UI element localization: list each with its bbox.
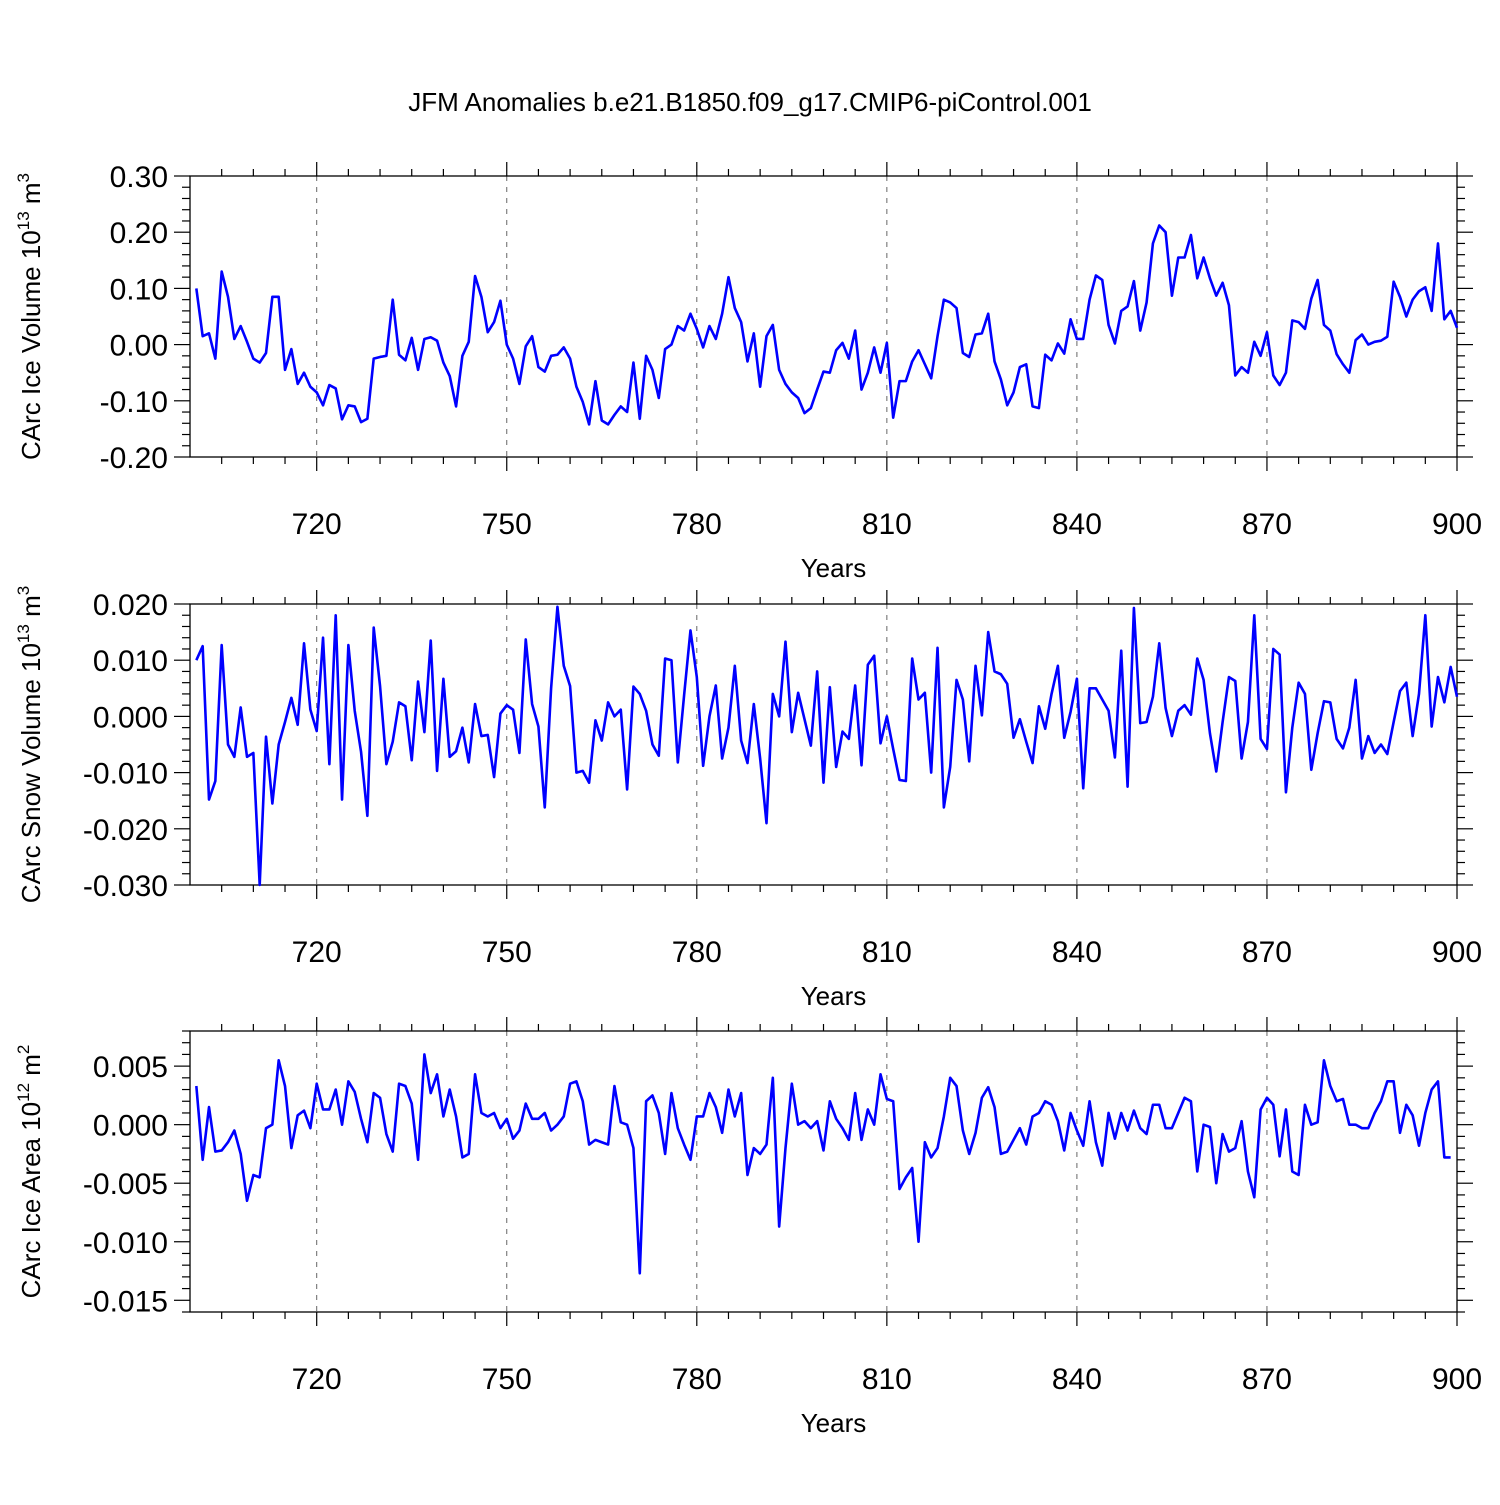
x-tick-label: 750 [482, 936, 532, 969]
x-tick-label: 720 [292, 936, 342, 969]
x-tick-label: 900 [1432, 1363, 1482, 1396]
plot-frame [189, 175, 1458, 458]
y-axis-title-unit-exponent: 3 [14, 586, 33, 595]
figure-title: JFM Anomalies b.e21.B1850.f09_g17.CMIP6-… [408, 87, 1092, 117]
x-axis-title: Years [801, 553, 867, 583]
x-tick-label: 840 [1052, 936, 1102, 969]
y-tick-label: 0.000 [93, 1110, 168, 1143]
y-axis-title-main: CArc Snow Volume 10 [16, 643, 46, 903]
y-tick-label: 0.00 [110, 330, 168, 363]
y-tick-label: 0.10 [110, 273, 168, 306]
panels: 720 750 780 810 840 870 900 -0.20 -0.10 0.00 0.10 0… [14, 161, 1482, 1438]
y-axis-title-exponent: 13 [14, 211, 33, 230]
y-axis-title-unit: m [16, 595, 46, 624]
y-axis-title: CArc Ice Volume 1013 m3 [14, 173, 46, 460]
y-tick-label: -0.005 [83, 1168, 168, 1201]
y-axis-title-exponent: 12 [14, 1083, 33, 1102]
x-tick-label: 750 [482, 1363, 532, 1396]
x-tick-label: 720 [292, 1363, 342, 1396]
y-axis-title-unit-exponent: 3 [14, 173, 33, 182]
y-axis-title: CArc Ice Area 1012 m2 [14, 1045, 46, 1299]
x-axis-title: Years [801, 981, 867, 1011]
x-tick-label: 840 [1052, 508, 1102, 541]
y-tick-label: 0.30 [110, 161, 168, 194]
y-axis-title-unit-exponent: 2 [14, 1045, 33, 1054]
y-tick-label: 0.000 [93, 701, 168, 734]
y-tick-label: 0.010 [93, 645, 168, 678]
y-axis-title-exponent: 13 [14, 624, 33, 643]
x-tick-label: 870 [1242, 936, 1292, 969]
y-tick-label: -0.20 [100, 442, 168, 475]
y-tick-label: -0.010 [83, 1227, 168, 1260]
y-tick-label: 0.020 [93, 589, 168, 622]
x-tick-label: 720 [292, 508, 342, 541]
x-tick-label: 900 [1432, 508, 1482, 541]
y-tick-label: -0.030 [83, 870, 168, 903]
y-tick-label: -0.020 [83, 814, 168, 847]
y-tick-label: 0.005 [93, 1051, 168, 1084]
panel-3: 720 750 780 810 840 870 900 -0.015 -0.010 -0.005 0… [14, 1017, 1482, 1438]
x-tick-label: 810 [862, 508, 912, 541]
x-axis-title: Years [801, 1408, 867, 1438]
x-tick-label: 870 [1242, 1363, 1292, 1396]
series-line [195, 1053, 1451, 1275]
x-tick-label: 870 [1242, 508, 1292, 541]
y-axis-title-main: CArc Ice Area 10 [16, 1102, 46, 1299]
y-tick-label: -0.010 [83, 758, 168, 791]
x-tick-label: 840 [1052, 1363, 1102, 1396]
panel-2: 720 750 780 810 840 870 900 -0.030 -0.020 -0.010 0… [14, 586, 1482, 1011]
y-tick-label: -0.015 [83, 1285, 168, 1318]
y-axis-title-unit: m [16, 1054, 46, 1083]
x-tick-label: 780 [672, 936, 722, 969]
panel-1: 720 750 780 810 840 870 900 -0.20 -0.10 0.00 0.10 0… [14, 161, 1482, 583]
y-tick-label: 0.20 [110, 217, 168, 250]
x-tick-label: 900 [1432, 936, 1482, 969]
plot-frame [189, 1030, 1458, 1313]
y-axis-title-unit: m [16, 182, 46, 211]
series-line [195, 224, 1459, 426]
x-tick-label: 780 [672, 1363, 722, 1396]
y-axis-title-main: CArc Ice Volume 10 [16, 230, 46, 460]
y-axis-title: CArc Snow Volume 1013 m3 [14, 586, 46, 903]
x-tick-label: 780 [672, 508, 722, 541]
series-line [195, 605, 1459, 887]
plot-frame [189, 603, 1458, 886]
x-tick-label: 750 [482, 508, 532, 541]
y-tick-label: -0.10 [100, 386, 168, 419]
x-tick-label: 810 [862, 936, 912, 969]
x-tick-label: 810 [862, 1363, 912, 1396]
